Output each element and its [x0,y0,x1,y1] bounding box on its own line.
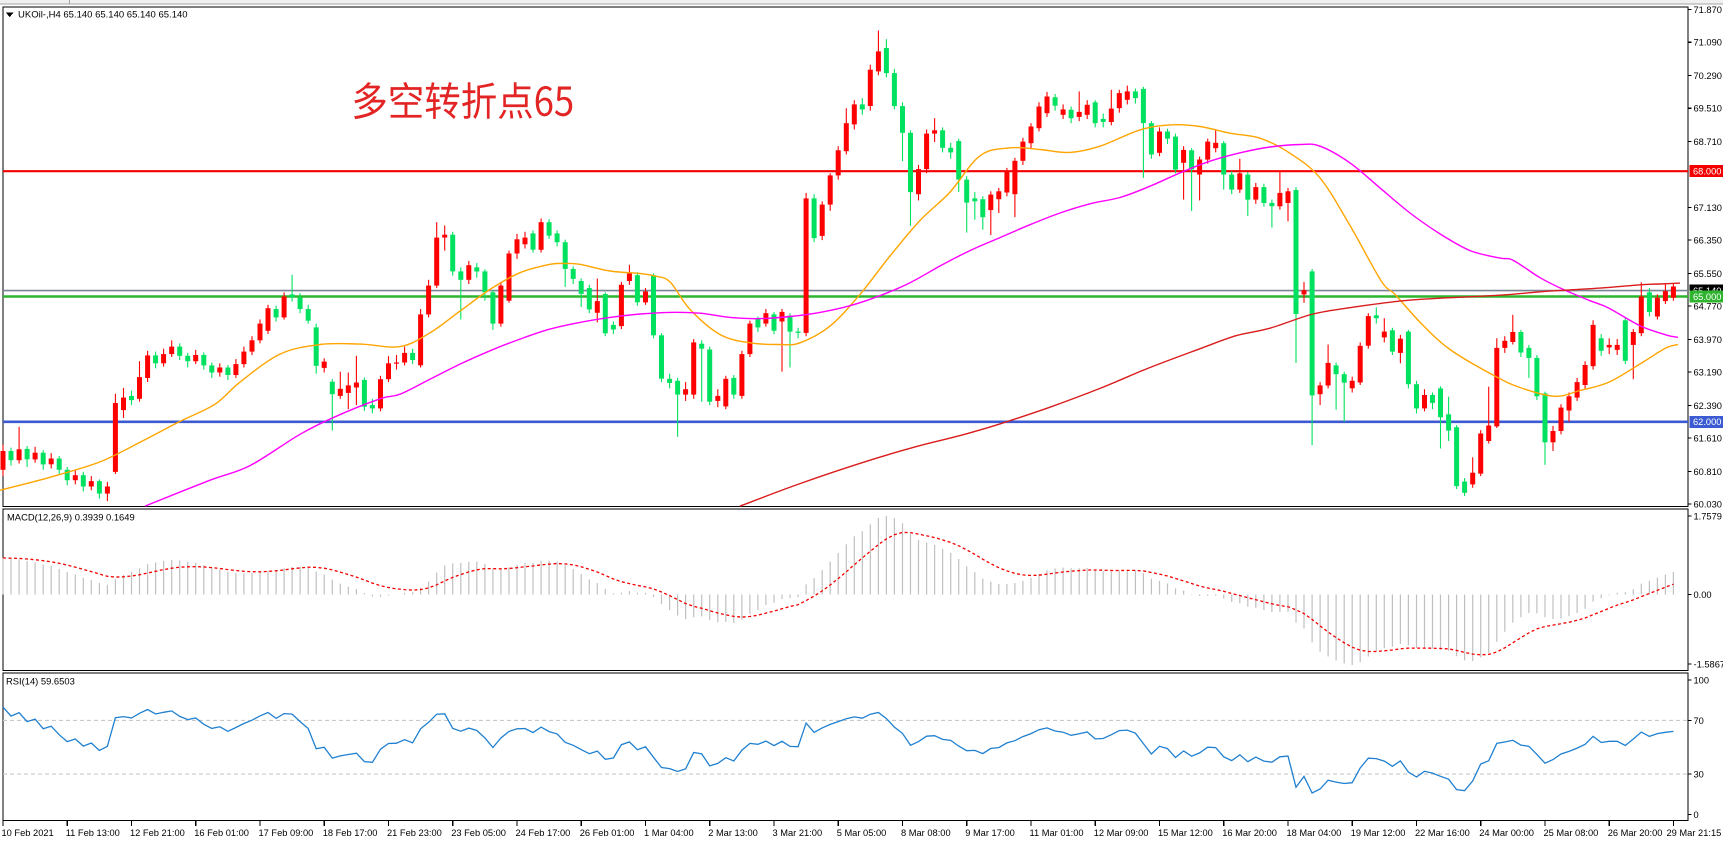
svg-text:11 Mar 01:00: 11 Mar 01:00 [1030,828,1084,838]
svg-text:24 Mar 00:00: 24 Mar 00:00 [1479,828,1534,838]
svg-text:25 Mar 08:00: 25 Mar 08:00 [1544,828,1599,838]
svg-text:19 Mar 12:00: 19 Mar 12:00 [1351,828,1406,838]
svg-text:18 Feb 17:00: 18 Feb 17:00 [323,828,378,838]
svg-text:21 Feb 23:00: 21 Feb 23:00 [387,828,442,838]
svg-text:16 Feb 01:00: 16 Feb 01:00 [194,828,249,838]
svg-text:71.870: 71.870 [1694,5,1722,15]
svg-text:70.290: 70.290 [1694,71,1722,81]
svg-text:12 Feb 21:00: 12 Feb 21:00 [130,828,185,838]
svg-text:16 Mar 20:00: 16 Mar 20:00 [1222,828,1277,838]
svg-text:69.510: 69.510 [1694,104,1722,114]
svg-text:100: 100 [1694,675,1710,685]
svg-text:UKOil-,H4 65.140 65.140 65.14: UKOil-,H4 65.140 65.140 65.140 65.140 [18,10,188,21]
svg-text:9 Mar 17:00: 9 Mar 17:00 [965,828,1015,838]
svg-text:3 Mar 21:00: 3 Mar 21:00 [773,828,823,838]
svg-text:62.390: 62.390 [1694,401,1722,411]
svg-text:-1.5867: -1.5867 [1694,659,1723,669]
svg-text:17 Feb 09:00: 17 Feb 09:00 [259,828,314,838]
svg-text:MACD(12,26,9) 0.3939 0.1649: MACD(12,26,9) 0.3939 0.1649 [7,511,135,522]
svg-text:70: 70 [1694,716,1704,726]
svg-text:61.610: 61.610 [1694,434,1722,444]
svg-text:1.7579: 1.7579 [1694,511,1722,521]
svg-text:68.710: 68.710 [1694,137,1722,147]
svg-text:15 Mar 12:00: 15 Mar 12:00 [1158,828,1213,838]
svg-text:5 Mar 05:00: 5 Mar 05:00 [837,828,887,838]
svg-text:10 Feb 2021: 10 Feb 2021 [2,828,54,838]
svg-text:12 Mar 09:00: 12 Mar 09:00 [1094,828,1149,838]
svg-text:26 Feb 01:00: 26 Feb 01:00 [580,828,635,838]
svg-text:18 Mar 04:00: 18 Mar 04:00 [1287,828,1342,838]
svg-text:2 Mar 13:00: 2 Mar 13:00 [708,828,758,838]
svg-text:60.030: 60.030 [1694,499,1722,509]
svg-text:66.350: 66.350 [1694,236,1722,246]
svg-text:60.810: 60.810 [1694,467,1722,477]
svg-text:62.000: 62.000 [1693,417,1721,427]
svg-text:63.190: 63.190 [1694,368,1722,378]
svg-text:11 Feb 13:00: 11 Feb 13:00 [66,828,120,838]
svg-text:65.000: 65.000 [1693,292,1721,302]
svg-text:64.770: 64.770 [1694,302,1722,312]
svg-text:8 Mar 08:00: 8 Mar 08:00 [901,828,951,838]
svg-text:30: 30 [1694,770,1704,780]
svg-text:0: 0 [1694,810,1699,820]
svg-text:23 Feb 05:00: 23 Feb 05:00 [451,828,506,838]
svg-text:0.00: 0.00 [1694,590,1712,600]
svg-text:68.000: 68.000 [1693,167,1721,177]
svg-text:71.090: 71.090 [1694,38,1722,48]
svg-text:63.970: 63.970 [1694,335,1722,345]
svg-text:RSI(14) 59.6503: RSI(14) 59.6503 [6,675,75,686]
svg-text:1 Mar 04:00: 1 Mar 04:00 [644,828,694,838]
svg-text:26 Mar 20:00: 26 Mar 20:00 [1608,828,1663,838]
svg-text:29 Mar 21:15: 29 Mar 21:15 [1667,828,1722,838]
svg-text:67.130: 67.130 [1694,203,1722,213]
svg-text:24 Feb 17:00: 24 Feb 17:00 [516,828,571,838]
svg-text:22 Mar 16:00: 22 Mar 16:00 [1415,828,1470,838]
svg-text:65.550: 65.550 [1694,269,1722,279]
